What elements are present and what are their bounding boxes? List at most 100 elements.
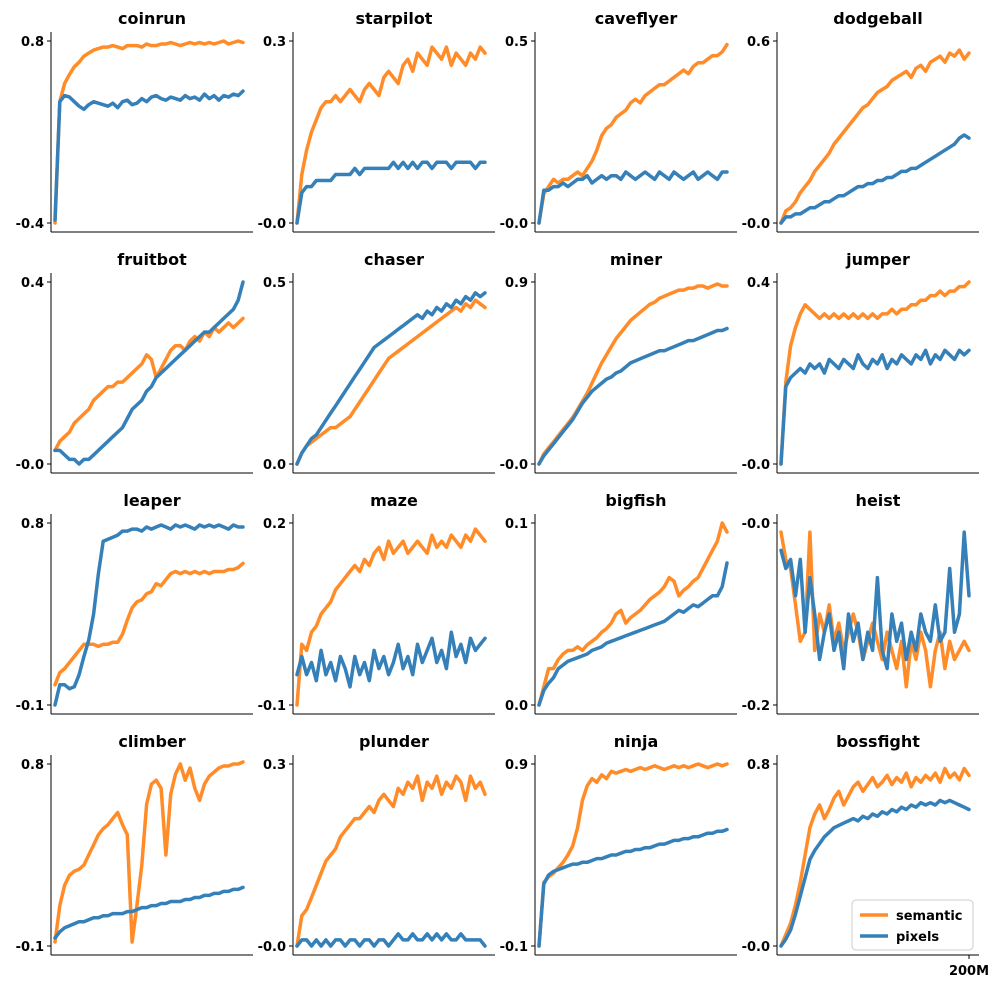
series-line-pixels [779, 133, 971, 225]
panel-title: maze [370, 491, 418, 510]
series-line-semantic [295, 774, 487, 948]
series-line-semantic [779, 48, 971, 225]
panel-bossfight: bossfight -0.0 0.8 200M semantic pixels [742, 732, 989, 979]
series-line-pixels [53, 885, 245, 940]
series-line-semantic [537, 521, 729, 707]
panel-heist: heist -0.2 -0.0 [742, 491, 979, 715]
panel-title: heist [856, 491, 901, 510]
panel-climber: climber -0.1 0.8 [16, 732, 253, 956]
panel-title: miner [610, 250, 662, 269]
series-line-semantic [53, 760, 245, 944]
panel-miner: miner -0.0 0.9 [500, 250, 737, 474]
panel-chaser: chaser 0.0 0.5 [263, 250, 495, 474]
y-tick-label: 0.8 [21, 35, 44, 50]
y-tick-label: -0.0 [742, 517, 770, 532]
y-tick-label: -0.0 [500, 217, 528, 232]
panel-ninja: ninja -0.1 0.9 [500, 732, 737, 956]
series-line-pixels [779, 348, 971, 466]
series-line-semantic [295, 45, 487, 225]
series-line-pixels [537, 170, 729, 225]
series-line-pixels [295, 291, 487, 466]
panel-plunder: plunder -0.0 0.3 [258, 732, 495, 956]
y-tick-label: 0.4 [747, 276, 770, 291]
panel-title: chaser [364, 250, 424, 269]
y-tick-label: -0.0 [258, 217, 286, 232]
y-tick-label: 0.5 [263, 276, 286, 291]
series-line-semantic [53, 316, 245, 453]
series-line-semantic [537, 762, 729, 948]
panel-dodgeball: dodgeball -0.0 0.6 [742, 9, 979, 233]
series-line-pixels [537, 827, 729, 948]
series-line-pixels [53, 523, 245, 707]
y-tick-label: 0.2 [263, 517, 286, 532]
series-line-semantic [779, 766, 971, 948]
series-line-pixels [779, 530, 971, 671]
y-tick-label: 0.3 [263, 35, 286, 50]
legend-label-pixels: pixels [896, 930, 939, 945]
series-line-pixels [537, 326, 729, 466]
y-tick-label: 0.6 [747, 35, 770, 50]
y-tick-label: -0.1 [258, 699, 286, 714]
panel-title: caveflyer [595, 9, 678, 28]
y-tick-label: -0.1 [500, 940, 528, 955]
series-line-semantic [295, 527, 487, 707]
series-line-pixels [779, 798, 971, 948]
y-tick-label: 0.9 [505, 276, 528, 291]
panel-coinrun: coinrun -0.4 0.8 [16, 9, 253, 233]
y-tick-label: 0.3 [263, 758, 286, 773]
series-line-semantic [537, 42, 729, 225]
y-tick-label: -0.0 [258, 940, 286, 955]
panel-title: climber [118, 732, 185, 751]
panel-title: starpilot [356, 9, 433, 28]
panel-title: bigfish [605, 491, 666, 510]
series-line-pixels [295, 160, 487, 225]
panel-title: jumper [845, 250, 910, 269]
panel-maze: maze -0.1 0.2 [258, 491, 495, 715]
panel-starpilot: starpilot -0.0 0.3 [258, 9, 495, 233]
panel-jumper: jumper -0.0 0.4 [742, 250, 979, 474]
panel-title: coinrun [118, 9, 186, 28]
panel-title: ninja [614, 732, 659, 751]
series-line-pixels [537, 561, 729, 707]
y-tick-label: -0.2 [742, 699, 770, 714]
y-tick-label: 0.8 [21, 517, 44, 532]
panel-leaper: leaper -0.1 0.8 [16, 491, 253, 715]
y-tick-label: -0.1 [16, 699, 44, 714]
panel-bigfish: bigfish 0.0 0.1 [505, 491, 737, 715]
y-tick-label: -0.4 [16, 217, 44, 232]
y-tick-label: 0.4 [21, 276, 44, 291]
y-tick-label: -0.0 [742, 458, 770, 473]
series-line-semantic [779, 280, 971, 466]
y-tick-label: 0.0 [263, 458, 286, 473]
panel-title: fruitbot [117, 250, 187, 269]
panel-title: plunder [359, 732, 429, 751]
y-tick-label: 0.1 [505, 517, 528, 532]
series-line-pixels [295, 630, 487, 689]
y-tick-label: 0.5 [505, 35, 528, 50]
y-tick-label: -0.0 [500, 458, 528, 473]
y-tick-label: -0.1 [16, 940, 44, 955]
y-tick-label: 0.8 [21, 758, 44, 773]
y-tick-label: 0.9 [505, 758, 528, 773]
series-line-pixels [53, 280, 245, 466]
y-tick-label: 0.8 [747, 758, 770, 773]
panel-title: bossfight [836, 732, 920, 751]
series-line-semantic [537, 282, 729, 466]
y-tick-label: 0.0 [505, 699, 528, 714]
y-tick-label: -0.0 [742, 940, 770, 955]
legend: semantic pixels [851, 899, 974, 951]
panel-caveflyer: caveflyer -0.0 0.5 [500, 9, 737, 233]
y-tick-label: -0.0 [742, 217, 770, 232]
x-tick-label: 200M [949, 964, 989, 979]
series-line-pixels [295, 932, 487, 948]
panel-title: dodgeball [833, 9, 922, 28]
series-line-pixels [53, 89, 245, 222]
legend-label-semantic: semantic [896, 909, 963, 924]
panel-fruitbot: fruitbot -0.0 0.4 [16, 250, 253, 474]
series-line-semantic [295, 298, 487, 466]
series-line-semantic [53, 561, 245, 687]
series-line-semantic [53, 39, 245, 225]
panel-title: leaper [123, 491, 180, 510]
y-tick-label: -0.0 [16, 458, 44, 473]
